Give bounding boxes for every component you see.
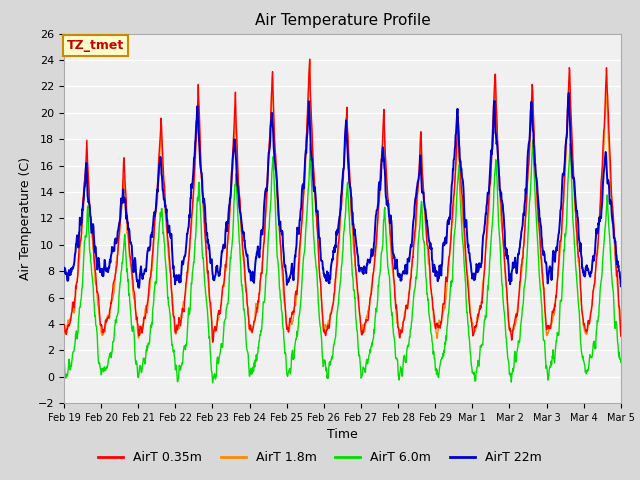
AirT 0.35m <box>170 314 178 320</box>
AirT 1.8m <box>552 300 559 305</box>
AirT 1.8m <box>60 328 68 334</box>
AirT 22m <box>617 283 625 289</box>
AirT 6.0m <box>429 351 437 357</box>
Line: AirT 0.35m: AirT 0.35m <box>64 59 621 342</box>
AirT 0.35m <box>429 307 437 312</box>
AirT 1.8m <box>617 333 625 338</box>
AirT 0.35m <box>306 56 314 62</box>
Title: Air Temperature Profile: Air Temperature Profile <box>255 13 430 28</box>
AirT 6.0m <box>617 360 625 365</box>
X-axis label: Time: Time <box>327 429 358 442</box>
AirT 6.0m <box>170 353 178 359</box>
AirT 1.8m <box>429 308 437 314</box>
Line: AirT 1.8m: AirT 1.8m <box>64 62 621 338</box>
AirT 0.35m <box>184 264 191 269</box>
Y-axis label: Air Temperature (C): Air Temperature (C) <box>19 157 32 280</box>
AirT 0.35m <box>502 282 510 288</box>
AirT 1.8m <box>306 60 314 65</box>
AirT 6.0m <box>529 137 537 143</box>
AirT 1.8m <box>433 336 441 341</box>
Line: AirT 6.0m: AirT 6.0m <box>64 140 621 383</box>
AirT 6.0m <box>209 380 216 385</box>
AirT 0.35m <box>60 323 68 329</box>
AirT 22m <box>135 285 143 291</box>
AirT 22m <box>551 259 559 264</box>
Text: TZ_tmet: TZ_tmet <box>67 39 124 52</box>
Legend: AirT 0.35m, AirT 1.8m, AirT 6.0m, AirT 22m: AirT 0.35m, AirT 1.8m, AirT 6.0m, AirT 2… <box>93 446 547 469</box>
AirT 22m <box>184 225 192 231</box>
AirT 22m <box>60 265 68 271</box>
AirT 6.0m <box>552 347 559 353</box>
AirT 6.0m <box>184 320 191 325</box>
AirT 6.0m <box>502 334 509 339</box>
AirT 0.35m <box>209 339 216 345</box>
AirT 22m <box>171 272 179 278</box>
AirT 22m <box>246 271 254 276</box>
AirT 1.8m <box>502 283 510 289</box>
AirT 22m <box>564 90 572 96</box>
Line: AirT 22m: AirT 22m <box>64 93 621 288</box>
AirT 6.0m <box>246 367 254 372</box>
AirT 0.35m <box>552 299 559 304</box>
AirT 22m <box>429 269 437 275</box>
AirT 1.8m <box>184 271 191 276</box>
AirT 0.35m <box>617 333 625 339</box>
AirT 1.8m <box>246 327 254 333</box>
AirT 1.8m <box>170 321 178 326</box>
AirT 22m <box>502 245 509 251</box>
AirT 0.35m <box>246 322 254 328</box>
AirT 6.0m <box>60 360 68 365</box>
